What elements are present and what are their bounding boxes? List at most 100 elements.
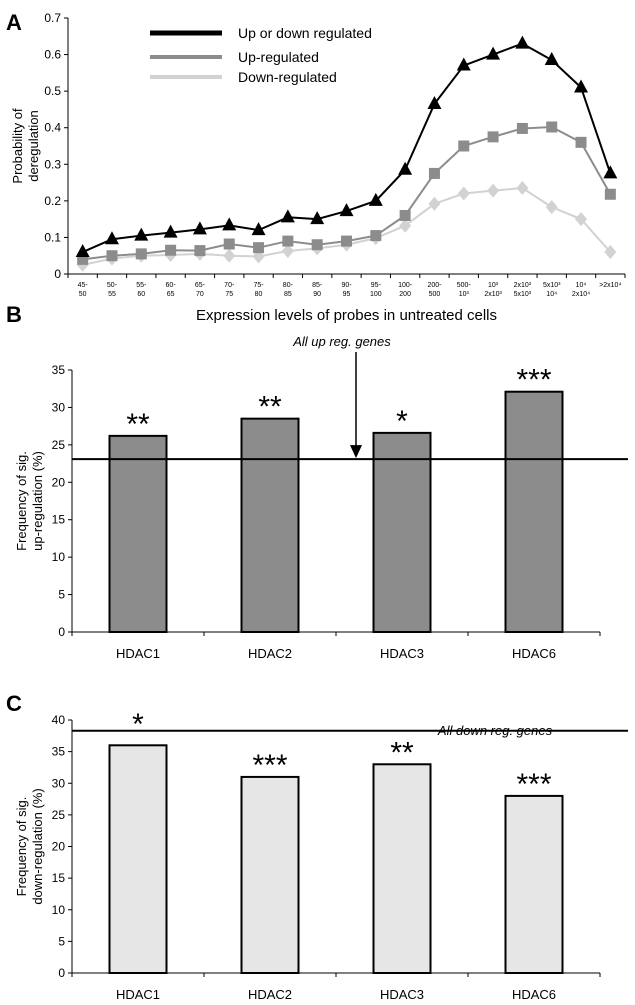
panel-a-x-tick-label: 200- bbox=[427, 282, 442, 289]
panel-a-x-tick-label: 75- bbox=[253, 282, 264, 289]
panel-a-y-tick-label: 0.1 bbox=[44, 230, 61, 244]
panel-a-x-tick-label: 65- bbox=[195, 282, 206, 289]
panel-b-y-axis-label: Frequency of sig.up-regulation (%) bbox=[14, 451, 45, 551]
data-point-diamond bbox=[457, 186, 470, 201]
panel-b-y-tick-label: 30 bbox=[52, 400, 66, 414]
panel-c-significance-stars: ** bbox=[390, 736, 414, 769]
data-point-square bbox=[546, 121, 558, 133]
panel-c-bar-hdac6 bbox=[504, 794, 564, 975]
panel-a-x-tick-label: 500- bbox=[457, 282, 472, 289]
panel-a-line-chart: 0 0.1 0.2 0.3 0.4 0.5 0.6 0.7 45- 50 50- 55 55- 60 60-… bbox=[10, 11, 626, 324]
data-point-triangle bbox=[368, 192, 383, 206]
panel-c-bar-hdac2 bbox=[240, 775, 300, 974]
data-point-triangle bbox=[104, 231, 119, 245]
panel-b-letter: B bbox=[6, 302, 22, 327]
panel-c-letter: C bbox=[6, 691, 22, 716]
panel-c-bar-chart: 0 5 10 15 20 25 30 35 40 HDAC1 * HDAC2 *** HDAC3 ** HDA… bbox=[14, 708, 628, 1002]
panel-b-y-tick-label: 10 bbox=[52, 550, 66, 564]
panel-a-x-tick-label: 55 bbox=[108, 291, 116, 298]
panel-a-x-tick-label: 55- bbox=[136, 282, 147, 289]
data-point-diamond bbox=[516, 181, 529, 196]
panel-a-y-axis-label: Probability ofderegulation bbox=[10, 108, 41, 184]
panel-c-category-label: HDAC6 bbox=[512, 987, 556, 1002]
data-point-square bbox=[223, 238, 235, 250]
panel-b-category-label: HDAC1 bbox=[116, 646, 160, 661]
data-point-triangle bbox=[603, 165, 618, 179]
panel-c-y-tick-label: 5 bbox=[58, 934, 65, 948]
panel-b-reference-arrow-head bbox=[350, 445, 362, 459]
panel-a-x-tick-label: 100 bbox=[370, 291, 382, 298]
panel-a-x-tick-label: 2x10³ bbox=[514, 282, 532, 289]
panel-b-y-tick-label: 20 bbox=[52, 475, 66, 489]
data-point-diamond bbox=[575, 212, 588, 227]
panel-c-bar-hdac1 bbox=[108, 744, 168, 974]
data-point-square bbox=[370, 230, 382, 242]
data-point-diamond bbox=[281, 243, 294, 258]
data-point-triangle bbox=[310, 211, 325, 225]
data-point-diamond bbox=[487, 183, 500, 198]
panel-a-x-tick-label: 70 bbox=[196, 291, 204, 298]
panel-a-x-tick-label: 90 bbox=[313, 291, 321, 298]
panel-a-x-tick-label: 10³ bbox=[459, 291, 470, 298]
panel-c-y-tick-label: 30 bbox=[52, 776, 66, 790]
panel-c-category-label: HDAC1 bbox=[116, 987, 160, 1002]
panel-a-x-tick-label: >2x10⁴ bbox=[599, 282, 621, 289]
panel-b-category-label: HDAC6 bbox=[512, 646, 556, 661]
data-point-triangle bbox=[192, 221, 207, 235]
panel-a-x-tick-label: 95- bbox=[371, 282, 382, 289]
panel-c-bar-hdac3 bbox=[372, 763, 432, 975]
data-point-triangle bbox=[515, 35, 530, 49]
data-point-diamond bbox=[399, 218, 412, 233]
panel-a-x-tick-label: 85- bbox=[312, 282, 323, 289]
panel-c-reference-label: All down reg. genes bbox=[437, 723, 553, 738]
panel-b-reference-label: All up reg. genes bbox=[292, 334, 391, 349]
data-point-triangle bbox=[280, 209, 295, 223]
data-point-square bbox=[428, 167, 440, 179]
panel-b-bar-hdac3 bbox=[372, 431, 432, 633]
panel-a-x-axis-label: Expression levels of probes in untreated… bbox=[196, 307, 497, 324]
data-point-triangle bbox=[75, 244, 90, 258]
panel-c-significance-stars: *** bbox=[516, 768, 551, 801]
panel-c-y-tick-label: 10 bbox=[52, 903, 66, 917]
panel-a-x-tick-label: 75 bbox=[225, 291, 233, 298]
data-point-square bbox=[77, 253, 89, 265]
panel-a-x-tick-label: 10³ bbox=[488, 282, 499, 289]
panel-a-x-tick-label: 200 bbox=[399, 291, 411, 298]
data-point-triangle bbox=[163, 224, 178, 238]
panel-c-y-tick-label: 15 bbox=[52, 871, 66, 885]
panel-c-y-axis-label: Frequency of sig.down-regulation (%) bbox=[14, 788, 45, 904]
panel-c-significance-stars: *** bbox=[252, 749, 287, 782]
panel-c-y-tick-label: 20 bbox=[52, 840, 66, 854]
panel-a-x-tick-label: 2x10³ bbox=[484, 291, 502, 298]
panel-a-x-tick-label: 5x10³ bbox=[514, 291, 532, 298]
panel-b-category-label: HDAC2 bbox=[248, 646, 292, 661]
panel-a-x-tick-label: 85 bbox=[284, 291, 292, 298]
data-point-square bbox=[282, 235, 294, 247]
panel-a-y-tick-label: 0.4 bbox=[44, 121, 61, 135]
panel-b-y-tick-label: 5 bbox=[58, 588, 65, 602]
data-point-square bbox=[575, 136, 587, 148]
panel-a-x-tick-label: 2x10⁴ bbox=[572, 291, 590, 298]
panel-a-x-tick-label: 500 bbox=[429, 291, 441, 298]
panel-b-y-tick-label: 0 bbox=[58, 625, 65, 639]
data-point-triangle bbox=[574, 79, 589, 93]
panel-a-y-tick-label: 0.5 bbox=[44, 84, 61, 98]
panel-a-y-tick-label: 0.7 bbox=[44, 11, 61, 25]
panel-b-significance-stars: ** bbox=[258, 391, 282, 424]
panel-a-x-tick-label: 100- bbox=[398, 282, 413, 289]
panel-c-category-label: HDAC2 bbox=[248, 987, 292, 1002]
data-point-diamond bbox=[223, 248, 236, 263]
panel-a-x-tick-label: 10⁴ bbox=[546, 291, 557, 298]
panel-a-x-tick-label: 70- bbox=[224, 282, 235, 289]
data-point-square bbox=[135, 248, 147, 260]
panel-c-y-tick-label: 35 bbox=[52, 745, 66, 759]
data-point-triangle bbox=[339, 203, 354, 217]
panel-a-x-tick-label: 5x10³ bbox=[543, 282, 561, 289]
panel-a-x-tick-label: 95 bbox=[343, 291, 351, 298]
series-line-up-or-down bbox=[82, 42, 612, 253]
legend-label-up-or-down: Up or down regulated bbox=[238, 25, 372, 41]
panel-b-bar-hdac1 bbox=[108, 434, 168, 634]
panel-a-y-tick-label: 0.2 bbox=[44, 194, 61, 208]
panel-a-letter: A bbox=[6, 10, 22, 35]
